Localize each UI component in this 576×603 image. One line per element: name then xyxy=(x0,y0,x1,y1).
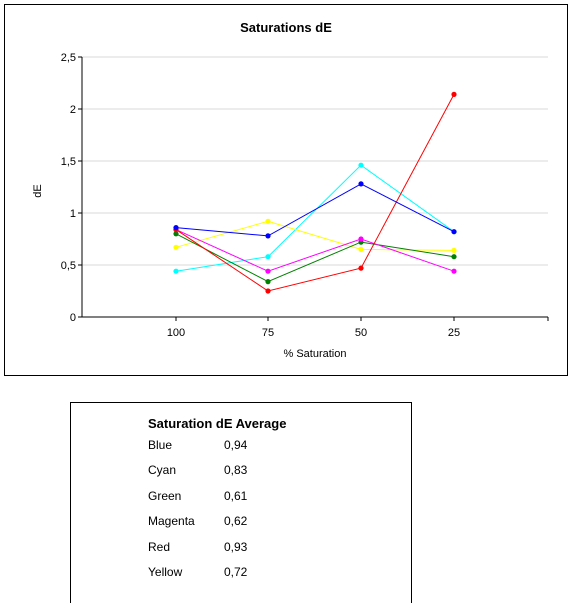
data-point xyxy=(173,268,179,274)
data-point xyxy=(451,268,457,274)
x-tick-label: 50 xyxy=(355,327,367,339)
data-point xyxy=(265,254,271,260)
data-point xyxy=(451,254,457,260)
x-tick-label: 100 xyxy=(167,327,185,339)
data-point xyxy=(173,231,179,237)
series-line xyxy=(175,183,455,237)
data-point xyxy=(358,162,364,168)
row-name: Magenta xyxy=(148,514,195,528)
y-tick-label: 0,5 xyxy=(61,260,76,272)
data-point xyxy=(451,229,457,235)
data-point xyxy=(173,244,179,250)
row-value: 0,61 xyxy=(224,489,248,503)
data-point xyxy=(265,218,271,224)
row-value: 0,93 xyxy=(224,540,248,554)
data-point xyxy=(265,268,271,274)
y-tick-label: 1,5 xyxy=(61,156,76,168)
row-value: 0,83 xyxy=(224,463,248,477)
line-chart: 0 0,5 1 1,5 2 2,5 100 75 50 25 Saturations dE % S… xyxy=(32,20,549,360)
data-point xyxy=(265,288,271,294)
row-value: 0,72 xyxy=(224,565,248,579)
chart-panel: 0 0,5 1 1,5 2 2,5 100 75 50 25 Saturations dE % S… xyxy=(4,4,568,376)
average-table: Saturation dE Average Blue 0,94 Cyan 0,8… xyxy=(70,402,412,603)
row-name: Red xyxy=(148,540,171,554)
row-name: Cyan xyxy=(148,463,177,477)
row-name: Green xyxy=(148,489,182,503)
x-axis-label: % Saturation xyxy=(284,348,347,360)
average-table-title: Saturation dE Average xyxy=(148,416,287,431)
x-tick-label: 75 xyxy=(262,327,274,339)
row-value: 0,94 xyxy=(224,438,248,452)
data-point xyxy=(358,265,364,271)
data-point xyxy=(451,247,457,253)
series-line xyxy=(175,229,455,272)
data-point xyxy=(265,233,271,239)
y-tick-label: 0 xyxy=(70,312,76,324)
y-tick-label: 2,5 xyxy=(61,52,76,64)
series-line xyxy=(175,94,455,292)
data-point xyxy=(358,246,364,252)
data-point xyxy=(265,279,271,285)
row-name: Yellow xyxy=(148,565,183,579)
series-line xyxy=(175,220,455,251)
x-tick-label: 25 xyxy=(448,327,460,339)
data-point xyxy=(173,225,179,231)
data-point xyxy=(451,91,457,97)
data-point xyxy=(358,181,364,187)
series-line xyxy=(175,164,455,272)
row-name: Blue xyxy=(148,438,173,452)
data-point xyxy=(358,236,364,242)
y-tick-label: 1 xyxy=(70,208,76,220)
series-line xyxy=(175,233,455,283)
y-tick-label: 2 xyxy=(70,104,76,116)
y-axis-label: dE xyxy=(32,184,44,197)
chart-title: Saturations dE xyxy=(240,20,332,35)
row-value: 0,62 xyxy=(224,514,248,528)
